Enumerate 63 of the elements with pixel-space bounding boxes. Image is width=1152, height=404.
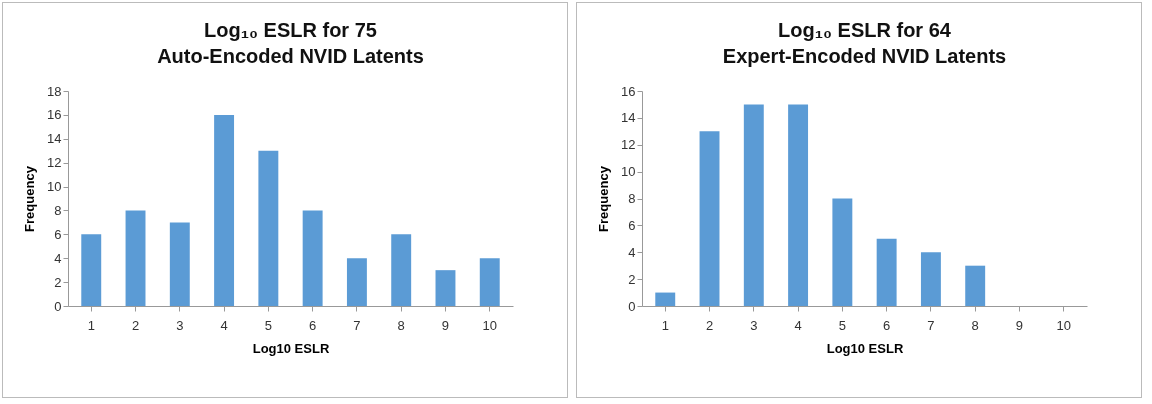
y-tick-label: 4	[54, 250, 62, 266]
bar	[655, 292, 676, 306]
x-tick-label: 9	[441, 317, 450, 333]
x-tick-label: 7	[927, 317, 935, 333]
x-tick-label: 3	[176, 317, 184, 333]
bar	[81, 234, 102, 306]
bar	[346, 258, 367, 306]
y-tick-label: 6	[628, 217, 636, 233]
x-tick-label: 7	[353, 317, 361, 333]
y-tick-label: 2	[54, 274, 62, 290]
bar	[169, 222, 190, 306]
y-tick-label: 14	[621, 110, 636, 126]
x-tick-label: 6	[883, 317, 891, 333]
y-tick-label: 0	[628, 298, 636, 314]
y-tick-label: 8	[628, 191, 636, 206]
bar	[302, 210, 323, 306]
y-tick-label: 16	[621, 83, 636, 99]
x-tick-label: 5	[264, 317, 272, 333]
bar	[876, 238, 897, 306]
y-tick-label: 4	[628, 244, 636, 260]
bar	[391, 234, 412, 306]
y-tick-label: 10	[621, 164, 636, 180]
x-tick-label: 10	[1056, 317, 1071, 333]
x-tick-label: 10	[482, 317, 497, 333]
bar	[258, 150, 279, 306]
x-axis-title: Log10 ESLR	[252, 340, 330, 356]
y-tick-label: 8	[54, 202, 62, 218]
x-tick-label: 9	[1015, 317, 1024, 333]
y-tick-label: 0	[54, 298, 62, 314]
x-tick-label: 3	[750, 317, 758, 333]
x-tick-label: 2	[705, 317, 714, 333]
x-tick-label: 4	[220, 317, 228, 333]
bar	[832, 198, 853, 306]
chart-title: Log₁₀ ESLR for 64 Expert-Encoded NVID Latents	[722, 19, 1007, 67]
x-tick-label: 1	[661, 317, 669, 333]
bar	[699, 131, 720, 306]
y-tick-label: 14	[47, 131, 62, 147]
bar	[743, 104, 764, 306]
y-tick-label: 6	[54, 226, 62, 242]
bar	[920, 252, 941, 306]
x-tick-label: 8	[397, 317, 405, 333]
x-tick-label: 1	[87, 317, 95, 333]
bar	[125, 210, 146, 306]
x-tick-label: 5	[838, 317, 846, 333]
bar	[435, 270, 456, 306]
y-tick-label: 12	[47, 155, 62, 171]
bar	[479, 258, 500, 306]
y-tick-label: 18	[47, 83, 62, 99]
bar	[965, 265, 986, 306]
y-tick-label: 12	[621, 137, 636, 153]
x-tick-label: 4	[794, 317, 802, 333]
x-tick-label: 8	[971, 317, 979, 333]
bar	[788, 104, 809, 306]
x-tick-label: 6	[309, 317, 317, 333]
x-axis-title: Log10 ESLR	[826, 340, 904, 356]
y-tick-label: 2	[628, 271, 636, 287]
y-tick-label: 16	[47, 107, 62, 123]
y-tick-label: 10	[47, 179, 62, 195]
y-axis-title: Frequency	[596, 165, 612, 232]
x-tick-label: 2	[131, 317, 140, 333]
bar	[214, 114, 235, 306]
chart-title: Log₁₀ ESLR for 75 Auto-Encoded NVID Latents	[157, 19, 424, 67]
y-axis-title: Frequency	[22, 165, 38, 232]
